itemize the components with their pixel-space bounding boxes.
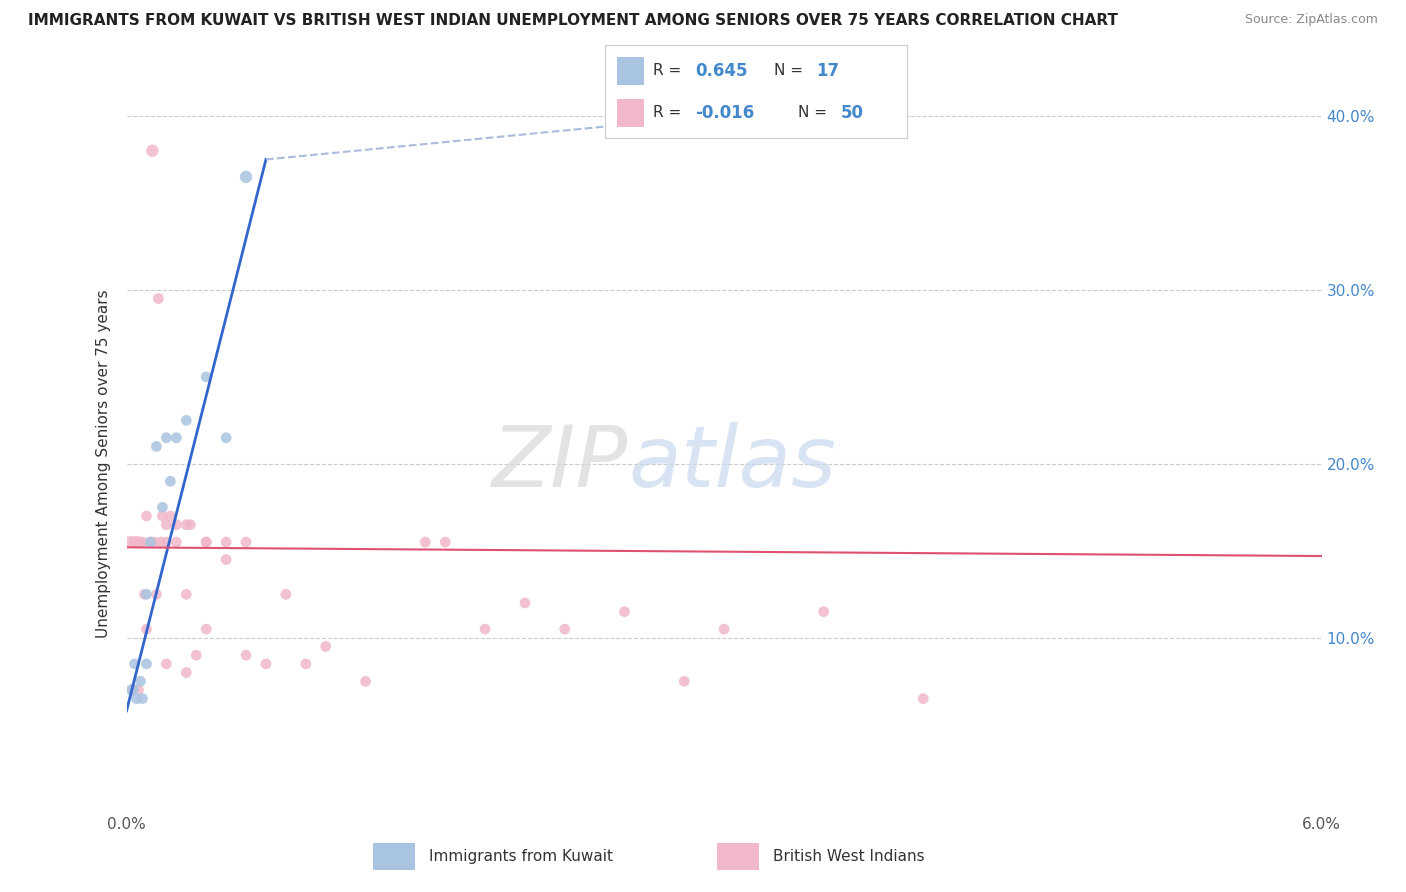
Point — [131, 691, 153, 706]
Text: 50: 50 — [841, 104, 863, 122]
Point — [148, 292, 170, 306]
Point — [186, 648, 208, 662]
Point — [155, 517, 177, 532]
Y-axis label: Unemployment Among Seniors over 75 years: Unemployment Among Seniors over 75 years — [96, 290, 111, 638]
Point — [143, 535, 166, 549]
Point — [135, 508, 157, 523]
Point — [513, 596, 536, 610]
Point — [135, 587, 157, 601]
Text: British West Indians: British West Indians — [773, 849, 925, 863]
Point — [124, 657, 146, 671]
Point — [159, 508, 181, 523]
Point — [174, 587, 197, 601]
Point — [274, 587, 297, 601]
Point — [125, 691, 148, 706]
Point — [713, 622, 735, 636]
Text: 0.645: 0.645 — [696, 62, 748, 79]
Point — [413, 535, 436, 549]
Point — [315, 640, 337, 654]
Point — [474, 622, 496, 636]
Point — [254, 657, 277, 671]
Point — [135, 622, 157, 636]
Point — [165, 535, 187, 549]
Text: N =: N = — [773, 63, 807, 78]
Point — [145, 587, 167, 601]
Point — [124, 535, 146, 549]
Point — [139, 535, 162, 549]
Point — [139, 535, 162, 549]
Text: R =: R = — [652, 105, 686, 120]
Point — [613, 605, 636, 619]
Bar — [617, 57, 644, 85]
Point — [121, 683, 143, 698]
Point — [125, 535, 148, 549]
Point — [129, 674, 152, 689]
Point — [554, 622, 576, 636]
Point — [149, 535, 172, 549]
Point — [235, 169, 257, 184]
Point — [120, 535, 142, 549]
Point — [129, 535, 152, 549]
Point — [121, 683, 143, 698]
Point — [150, 508, 174, 523]
Point — [174, 517, 197, 532]
Point — [673, 674, 696, 689]
Point — [155, 657, 177, 671]
Point — [165, 431, 187, 445]
Point — [354, 674, 377, 689]
Point — [195, 535, 218, 549]
Text: R =: R = — [652, 63, 686, 78]
Text: Immigrants from Kuwait: Immigrants from Kuwait — [429, 849, 613, 863]
Point — [215, 552, 238, 566]
Point — [195, 622, 218, 636]
Point — [159, 474, 181, 488]
Bar — [717, 843, 759, 870]
Text: -0.016: -0.016 — [696, 104, 755, 122]
Point — [135, 657, 157, 671]
Point — [215, 431, 238, 445]
Point — [434, 535, 457, 549]
Point — [165, 517, 187, 532]
Point — [155, 535, 177, 549]
Point — [179, 517, 201, 532]
Point — [912, 691, 935, 706]
Bar — [373, 843, 415, 870]
Point — [215, 535, 238, 549]
Point — [195, 369, 218, 384]
Text: N =: N = — [799, 105, 832, 120]
Point — [174, 413, 197, 427]
Point — [813, 605, 835, 619]
Point — [131, 535, 153, 549]
Text: atlas: atlas — [628, 422, 837, 506]
Bar — [617, 99, 644, 127]
Point — [145, 440, 167, 454]
Point — [195, 535, 218, 549]
Text: Source: ZipAtlas.com: Source: ZipAtlas.com — [1244, 13, 1378, 27]
Point — [141, 144, 163, 158]
Point — [174, 665, 197, 680]
Point — [235, 648, 257, 662]
Text: 17: 17 — [815, 62, 839, 79]
Point — [235, 535, 257, 549]
Point — [155, 431, 177, 445]
Point — [150, 500, 174, 515]
Point — [127, 683, 149, 698]
Text: IMMIGRANTS FROM KUWAIT VS BRITISH WEST INDIAN UNEMPLOYMENT AMONG SENIORS OVER 75: IMMIGRANTS FROM KUWAIT VS BRITISH WEST I… — [28, 13, 1118, 29]
Text: ZIP: ZIP — [492, 422, 628, 506]
Point — [294, 657, 316, 671]
Point — [134, 587, 156, 601]
